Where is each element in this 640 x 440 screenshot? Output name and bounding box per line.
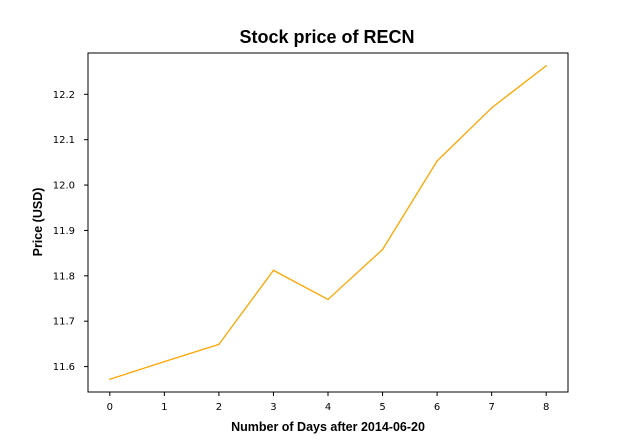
chart-title: Stock price of RECN (239, 27, 414, 47)
y-axis-label: Price (USD) (31, 188, 45, 257)
x-tick-label: 1 (161, 402, 167, 413)
series-layer (109, 65, 547, 380)
data-point (109, 378, 111, 380)
y-axis: 11.6 11.7 11.8 11.9 12.0 12.1 12.2 (53, 90, 88, 373)
y-tick-label: 12.1 (53, 135, 75, 146)
x-tick-label: 7 (488, 402, 494, 413)
x-axis-label: Number of Days after 2014-06-20 (231, 420, 425, 434)
x-tick-label: 6 (434, 402, 440, 413)
x-axis: 0 1 2 3 4 5 6 7 8 (107, 392, 549, 413)
x-tick-label: 2 (216, 402, 222, 413)
data-point (163, 360, 166, 363)
y-tick-label: 11.7 (53, 317, 75, 328)
data-point (218, 343, 220, 346)
y-tick-label: 12.0 (53, 181, 75, 192)
x-tick-label: 5 (379, 402, 385, 413)
y-tick-label: 11.8 (53, 271, 75, 282)
x-tick-label: 8 (543, 402, 549, 413)
data-point (490, 107, 493, 109)
x-tick-label: 4 (325, 402, 331, 413)
y-tick-label: 11.6 (53, 362, 75, 373)
series-line (109, 65, 547, 380)
x-tick-label: 3 (270, 402, 276, 413)
data-point (381, 248, 384, 251)
data-point (436, 160, 438, 162)
x-tick-label: 0 (107, 402, 113, 413)
y-tick-label: 12.2 (53, 90, 75, 101)
y-tick-label: 11.9 (53, 226, 75, 237)
data-point (545, 65, 547, 67)
data-point (272, 269, 275, 272)
data-point (327, 298, 329, 301)
